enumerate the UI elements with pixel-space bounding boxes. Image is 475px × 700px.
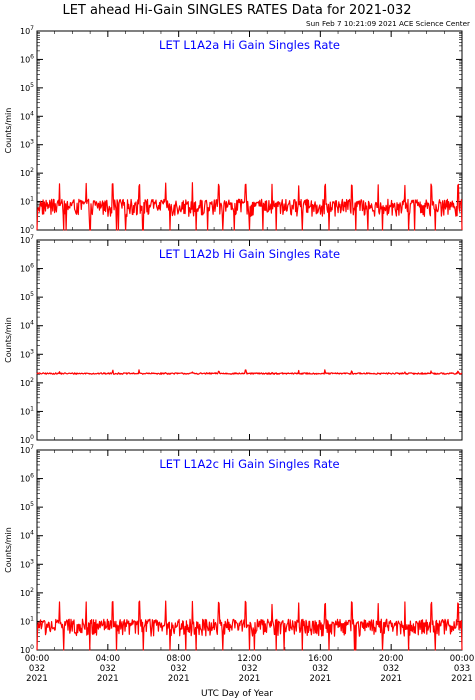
y-tick-label: 100	[20, 434, 34, 445]
plot-frame	[36, 449, 463, 651]
data-series-line	[36, 600, 463, 651]
x-tick-year-label: 2021	[310, 674, 332, 684]
y-tick-label: 107	[20, 444, 34, 455]
y-tick-label: 100	[20, 644, 34, 655]
x-tick-doy-label: 033	[454, 664, 470, 674]
y-tick-label: 101	[20, 196, 34, 207]
y-tick-label: 101	[20, 615, 34, 626]
x-tick-time-label: 16:00	[308, 654, 333, 664]
plot-frame	[36, 239, 463, 441]
y-axis-title: Counts/min	[4, 527, 13, 573]
x-tick-year-label: 2021	[380, 674, 402, 684]
x-tick-time-label: 04:00	[96, 654, 121, 664]
timestamp-label: Sun Feb 7 10:21:09 2021 ACE Science Cent…	[306, 19, 470, 28]
x-tick-doy-label: 032	[241, 664, 257, 674]
x-axis-title: UTC Day of Year	[201, 689, 273, 699]
x-tick-doy-label: 032	[100, 664, 116, 674]
x-tick-doy-label: 032	[312, 664, 328, 674]
x-tick-year-label: 2021	[451, 674, 473, 684]
x-tick-time-label: 08:00	[166, 654, 191, 664]
y-tick-label: 105	[20, 501, 34, 512]
x-tick-time-label: 12:00	[237, 654, 262, 664]
y-tick-label: 103	[20, 558, 34, 569]
chart-panel-2: 100 101 102 103 104 105 106 107 Counts/min LET L1…	[4, 234, 463, 445]
y-tick-label: 106	[20, 263, 34, 274]
data-series-line	[36, 182, 463, 231]
chart-panel-3: 100 101 102 103 104 105 106 107 Counts/min LET L1…	[4, 444, 463, 655]
y-tick-label: 102	[20, 377, 34, 388]
x-tick-year-label: 2021	[239, 674, 261, 684]
panel-title: LET L1A2b Hi Gain Singles Rate	[159, 247, 340, 261]
y-tick-label: 104	[20, 530, 34, 541]
y-axis-title: Counts/min	[4, 108, 13, 154]
data-series-line	[36, 369, 463, 375]
x-tick-doy-label: 032	[29, 664, 45, 674]
y-tick-label: 103	[20, 348, 34, 359]
x-tick-doy-label: 032	[171, 664, 187, 674]
x-tick-time-label: 00:00	[450, 654, 475, 664]
y-tick-label: 104	[20, 110, 34, 121]
x-tick-doy-label: 032	[383, 664, 399, 674]
y-tick-label: 103	[20, 139, 34, 150]
y-tick-label: 100	[20, 224, 34, 235]
plot-frame	[36, 30, 463, 231]
x-tick-labels: 00:00032202104:00032202108:00032202112:0…	[25, 654, 475, 684]
chart-panels: 100 101 102 103 104 105 106 107 Counts/min LET L1…	[4, 25, 474, 684]
y-tick-label: 102	[20, 587, 34, 598]
y-tick-label: 106	[20, 473, 34, 484]
y-axis-title: Counts/min	[4, 317, 13, 363]
x-tick-year-label: 2021	[97, 674, 119, 684]
figure-title: LET ahead Hi-Gain SINGLES RATES Data for…	[62, 3, 411, 18]
y-tick-label: 107	[20, 25, 34, 36]
chart-panel-1: 100 101 102 103 104 105 106 107 Counts/min LET L1…	[4, 25, 463, 235]
x-tick-time-label: 20:00	[379, 654, 404, 664]
panel-title: LET L1A2a Hi Gain Singles Rate	[159, 38, 340, 52]
y-tick-label: 101	[20, 405, 34, 416]
y-tick-label: 102	[20, 167, 34, 178]
x-tick-year-label: 2021	[26, 674, 48, 684]
x-tick-year-label: 2021	[168, 674, 190, 684]
y-tick-label: 105	[20, 82, 34, 93]
y-tick-label: 105	[20, 291, 34, 302]
y-tick-label: 106	[20, 53, 34, 64]
panel-title: LET L1A2c Hi Gain Singles Rate	[159, 457, 339, 471]
y-tick-label: 104	[20, 320, 34, 331]
x-tick-time-label: 00:00	[25, 654, 50, 664]
y-tick-label: 107	[20, 234, 34, 245]
